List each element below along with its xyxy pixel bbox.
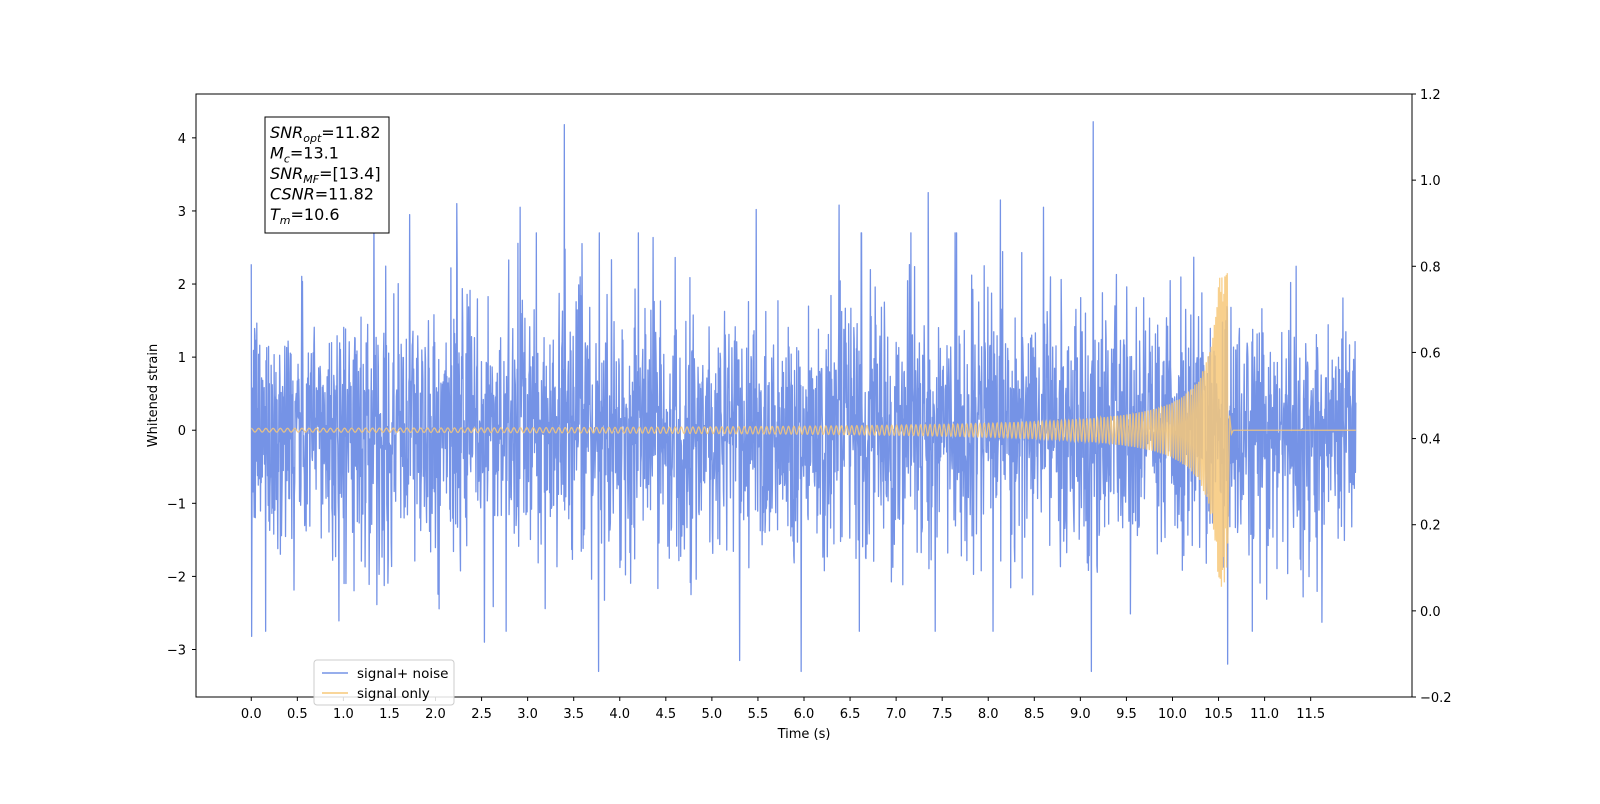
y2-tick-label: 1.2 [1420,88,1441,103]
stats-annotation-line: Tm=10.6 [270,205,340,227]
y-axis-label: Whitened strain [146,344,161,447]
x-tick-label: 11.0 [1250,707,1279,722]
x-tick-label: 5.5 [748,707,769,722]
x-tick-label: 8.5 [1024,707,1045,722]
y2-tick-label: 0.6 [1420,346,1441,361]
x-tick-label: 4.5 [655,707,676,722]
plot-area [250,121,1357,673]
x-tick-label: 7.0 [886,707,907,722]
x-tick-label: 11.5 [1296,707,1325,722]
x-tick-label: 6.0 [794,707,815,722]
stats-annotation-line: SNRopt=11.82 [270,123,381,145]
stats-annotation-frame [264,116,390,234]
stats-annotation-line: Mc=13.1 [270,144,339,166]
stats-annotation-line: CSNR=11.82 [270,185,374,204]
x-tick-label: 8.0 [978,707,999,722]
stats-annotation-line: SNRMF=[13.4] [270,164,381,186]
legend-label: signal only [357,686,430,702]
y2-tick-label: 0.2 [1420,519,1441,534]
y2-tick-label: 0.4 [1420,433,1441,448]
x-tick-label: 2.0 [425,707,446,722]
x-tick-label: 10.0 [1158,707,1187,722]
y-tick-label: 1 [178,351,186,366]
legend-label: signal+ noise [357,666,448,682]
x-tick-label: 9.0 [1070,707,1091,722]
x-tick-label: 10.5 [1204,707,1233,722]
x-tick-label: 0.5 [287,707,308,722]
stats-annotation-box: SNRopt=11.82Mc=13.1SNRMF=[13.4]CSNR=11.8… [264,116,390,234]
x-tick-label: 9.5 [1116,707,1137,722]
x-tick-label: 1.5 [379,707,400,722]
y-tick-label: 0 [178,424,186,439]
x-tick-label: 7.5 [932,707,953,722]
y-tick-label: 3 [178,205,186,220]
x-axis-label: Time (s) [777,727,831,742]
legend: signal+ noise signal only [313,659,455,706]
x-axis: 0.0 0.5 1.0 1.5 2.0 2.5 3.0 3.5 4.0 4.5 5.0 5.5 6.0 6… [241,697,1325,722]
series-signal-only [251,273,1356,587]
x-tick-label: 5.0 [702,707,723,722]
y-tick-label: −3 [167,643,186,658]
y2-tick-label: −0.2 [1420,691,1452,706]
y2-tick-label: 0.0 [1420,605,1441,620]
y2-tick-label: 1.0 [1420,174,1441,189]
y2-tick-label: 0.8 [1420,260,1441,275]
y-axis-right: 1.2 1.0 0.8 0.6 0.4 0.2 0.0 −0.2 [1412,88,1452,706]
y-axis-left: 4 3 2 1 0 −1 −2 −3 [167,132,196,658]
y-tick-label: −2 [167,570,186,585]
series-line-signal-plus-noise [250,121,1357,673]
series-signal-plus-noise [250,121,1357,673]
x-tick-label: 3.0 [517,707,538,722]
x-tick-label: 4.0 [609,707,630,722]
y-tick-label: 2 [178,278,186,293]
x-tick-label: 2.5 [471,707,492,722]
x-tick-label: 3.5 [563,707,584,722]
legend-frame [313,659,455,706]
x-tick-label: 0.0 [241,707,262,722]
y-tick-label: −1 [167,497,186,512]
y-tick-label: 4 [178,132,186,147]
x-tick-label: 1.0 [333,707,354,722]
x-tick-label: 6.5 [840,707,861,722]
series-line-signal-only [251,273,1356,587]
